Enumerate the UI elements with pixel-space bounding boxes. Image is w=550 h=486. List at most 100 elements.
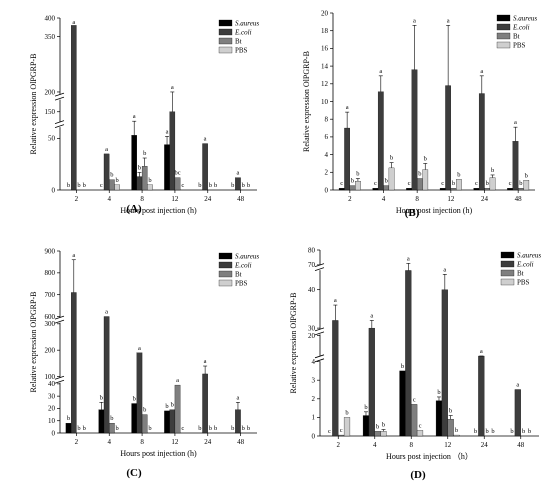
significance-letter: b xyxy=(133,396,136,403)
legend-swatch xyxy=(218,46,233,54)
y-tick-label: 70 xyxy=(308,261,316,269)
significance-letter: b xyxy=(437,389,440,396)
axis-break-mark xyxy=(54,319,65,324)
significance-letter: a xyxy=(447,17,450,24)
legend-label: Bt xyxy=(513,33,520,41)
significance-letter: a xyxy=(443,266,446,273)
legend-swatch xyxy=(496,41,511,49)
y-axis-title: Relative expression OlPGRP-B xyxy=(29,54,38,155)
y-tick-label: 100 xyxy=(45,373,56,381)
legend-swatch xyxy=(500,278,515,286)
significance-letter: c xyxy=(441,180,444,187)
significance-letter: b xyxy=(510,428,513,435)
bar-saureus xyxy=(131,135,137,191)
bar-ecoli xyxy=(235,177,241,191)
significance-letter: b xyxy=(209,425,212,432)
panel-label: (A) xyxy=(126,203,142,215)
bar-saureus xyxy=(473,188,480,191)
significance-letter: b xyxy=(214,425,217,432)
significance-letter: a xyxy=(334,297,337,304)
x-tick-label: 4 xyxy=(373,441,377,449)
significance-letter: a xyxy=(407,255,410,262)
significance-letter: c xyxy=(374,180,377,187)
bar-ecoli xyxy=(332,320,339,437)
legend-swatch xyxy=(218,37,233,45)
significance-letter: a xyxy=(138,345,141,352)
y-tick-label: 10 xyxy=(48,417,56,425)
legend-label: S.aureus xyxy=(517,252,541,260)
legend-label: E.coli xyxy=(512,24,530,32)
legend-label: S.aureus xyxy=(513,15,537,23)
significance-letter: b xyxy=(209,182,212,189)
significance-letter: b xyxy=(356,170,359,177)
y-tick-label: 3 xyxy=(312,377,316,385)
bar-ecoli xyxy=(71,292,77,434)
bar-bt xyxy=(484,188,491,191)
axis-break-mark xyxy=(314,263,325,268)
bar-pbs xyxy=(453,434,460,437)
y-tick-label: 4 xyxy=(312,358,316,366)
legend-label: Bt xyxy=(235,271,242,279)
significance-letter: b xyxy=(148,177,151,184)
y-tick-label: 20 xyxy=(308,332,316,340)
x-tick-label: 12 xyxy=(447,195,455,203)
significance-letter: b xyxy=(138,164,141,171)
y-tick-label: 30 xyxy=(48,392,56,400)
bar-saureus xyxy=(131,403,137,434)
legend-label: Bt xyxy=(517,270,524,278)
significance-letter: a xyxy=(480,68,483,75)
significance-letter: a xyxy=(237,394,240,401)
significance-letter: b xyxy=(247,182,250,189)
y-tick-label: 40 xyxy=(308,286,316,294)
x-tick-label: 8 xyxy=(140,438,144,446)
significance-letter: b xyxy=(382,421,385,428)
significance-letter: b xyxy=(401,363,404,370)
bar-saureus xyxy=(399,370,406,437)
y-tick-label: 12 xyxy=(321,80,329,88)
bar-ecoli xyxy=(441,289,448,437)
significance-letter: c xyxy=(181,182,184,189)
significance-letter: b xyxy=(231,182,234,189)
bar-ecoli xyxy=(514,389,521,437)
bar-ecoli xyxy=(411,69,418,191)
significance-letter: b xyxy=(242,182,245,189)
y-tick-label: 20 xyxy=(321,9,329,17)
axis-break-mark xyxy=(314,267,325,272)
legend-swatch xyxy=(500,251,515,259)
significance-letter: b xyxy=(491,167,494,174)
axis-break-mark xyxy=(314,358,325,363)
axis-break-mark xyxy=(54,92,65,97)
bar-ecoli xyxy=(235,409,241,434)
legend-swatch xyxy=(496,23,511,31)
significance-letter: a xyxy=(171,84,174,91)
significance-letter: b xyxy=(457,171,460,178)
bar-pbs xyxy=(416,430,424,437)
y-tick-label: 8 xyxy=(325,116,329,124)
y-tick-label: 14 xyxy=(321,62,329,70)
y-tick-label: 700 xyxy=(45,291,56,299)
y-axis-title: Relative expression OlPGRP-B xyxy=(289,293,298,394)
axis-break-mark xyxy=(314,354,325,359)
bar-saureus xyxy=(164,144,170,191)
y-tick-label: 400 xyxy=(45,14,56,22)
bar-bt xyxy=(174,177,181,191)
x-tick-label: 48 xyxy=(517,441,525,449)
bar-ecoli xyxy=(368,327,375,437)
significance-letter: b xyxy=(143,407,146,414)
x-tick-label: 24 xyxy=(481,195,489,203)
bar-ecoli xyxy=(445,85,451,191)
legend-swatch xyxy=(496,32,511,40)
bar-bt xyxy=(349,185,356,191)
significance-letter: c xyxy=(340,427,343,434)
x-axis-title: Hours post injection (h) xyxy=(120,449,197,458)
axis-break-gap xyxy=(56,122,64,128)
x-axis-title: Hours post injection (h) xyxy=(396,206,473,215)
significance-letter: a xyxy=(516,382,519,389)
bar-ecoli xyxy=(71,25,77,191)
y-tick-label: 50 xyxy=(48,135,56,143)
bar-saureus xyxy=(362,415,370,437)
bar-pbs xyxy=(355,180,361,191)
significance-letter: a xyxy=(133,113,136,120)
bar-pbs xyxy=(147,184,153,191)
